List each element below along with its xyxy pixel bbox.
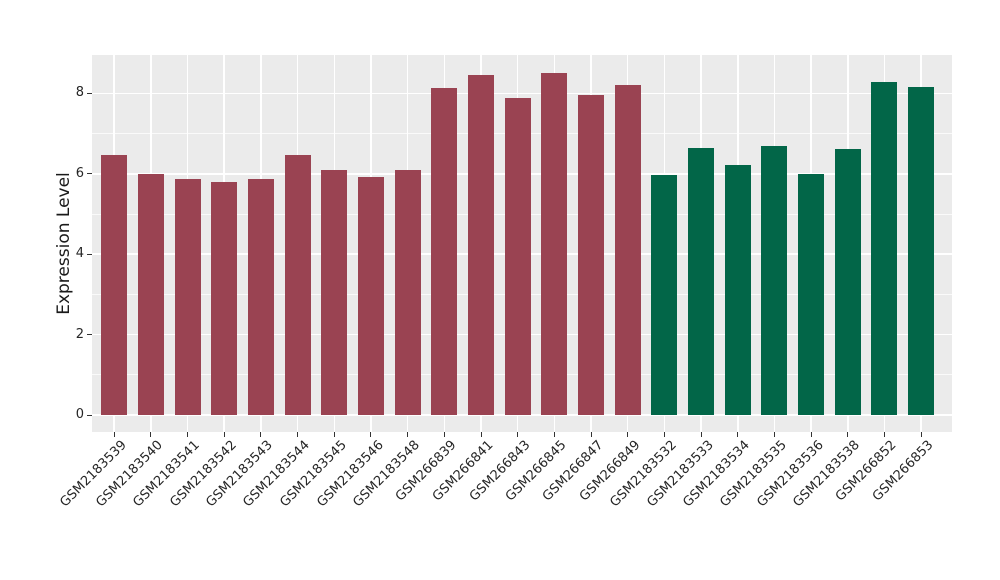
bar bbox=[431, 88, 458, 415]
bar bbox=[101, 154, 128, 415]
x-tick-mark bbox=[260, 432, 262, 437]
x-tick-mark bbox=[407, 432, 409, 437]
x-tick-mark bbox=[553, 432, 555, 437]
bar bbox=[908, 87, 935, 415]
bar bbox=[394, 169, 421, 415]
x-tick-mark bbox=[590, 432, 592, 437]
bar bbox=[651, 175, 678, 415]
bar bbox=[541, 73, 568, 415]
bar bbox=[468, 75, 494, 415]
y-tick-label: 0 bbox=[75, 407, 84, 422]
x-tick-mark bbox=[810, 432, 812, 437]
x-tick-mark bbox=[333, 432, 335, 437]
bar bbox=[761, 145, 788, 415]
x-tick-mark bbox=[297, 432, 299, 437]
x-tick-mark bbox=[663, 432, 665, 437]
y-axis-title: Expression Level bbox=[54, 172, 74, 315]
x-tick-mark bbox=[737, 432, 739, 437]
x-tick-mark bbox=[517, 432, 519, 437]
x-tick-mark bbox=[883, 432, 885, 437]
x-tick-mark bbox=[150, 432, 152, 437]
y-tick-label: 4 bbox=[75, 246, 84, 262]
bar bbox=[357, 177, 384, 415]
x-tick-mark bbox=[773, 432, 775, 437]
bar bbox=[834, 148, 861, 415]
bar bbox=[578, 94, 605, 415]
bar bbox=[614, 84, 641, 415]
x-tick-mark bbox=[443, 432, 445, 437]
x-tick-mark bbox=[480, 432, 482, 437]
bar bbox=[504, 97, 531, 415]
bar bbox=[798, 173, 825, 415]
y-tick-label: 6 bbox=[75, 165, 84, 181]
x-tick-mark bbox=[847, 432, 849, 437]
x-tick-mark bbox=[113, 432, 115, 437]
bar bbox=[137, 173, 164, 415]
y-tick-mark bbox=[87, 173, 92, 175]
bar bbox=[174, 178, 201, 415]
bar bbox=[688, 148, 715, 415]
x-tick-mark bbox=[627, 432, 629, 437]
bar bbox=[284, 154, 311, 415]
y-tick-label: 2 bbox=[75, 326, 84, 342]
y-tick-label: 8 bbox=[75, 85, 84, 101]
x-tick-mark bbox=[700, 432, 702, 437]
y-tick-mark bbox=[87, 414, 92, 416]
x-tick-mark bbox=[223, 432, 225, 437]
bar bbox=[247, 178, 274, 415]
x-tick-mark bbox=[920, 432, 922, 437]
x-tick-mark bbox=[187, 432, 189, 437]
x-tick-mark bbox=[370, 432, 372, 437]
y-tick-mark bbox=[87, 253, 92, 255]
bar bbox=[724, 164, 751, 415]
bar bbox=[871, 82, 898, 415]
bar bbox=[321, 169, 348, 415]
y-tick-mark bbox=[87, 334, 92, 336]
plot-panel bbox=[92, 55, 952, 432]
bar bbox=[211, 181, 238, 415]
y-tick-mark bbox=[87, 92, 92, 94]
y-gridline-major bbox=[92, 92, 952, 95]
y-gridline-major bbox=[92, 414, 952, 416]
